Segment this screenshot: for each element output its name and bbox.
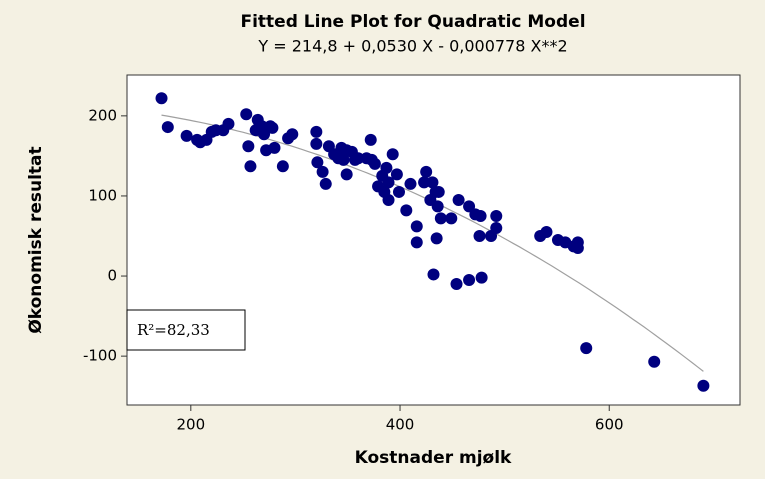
point	[420, 165, 433, 178]
x-axis-title: Kostnader mjølk	[355, 448, 512, 468]
point	[380, 161, 393, 174]
point	[404, 177, 417, 190]
point	[473, 229, 486, 242]
point	[244, 160, 257, 173]
point	[400, 204, 413, 217]
point	[340, 168, 353, 181]
annotation-box	[126, 309, 246, 351]
point	[431, 200, 444, 213]
point	[368, 157, 381, 170]
marks: 200 400 600 -100 0 100 200	[83, 92, 710, 434]
point	[490, 221, 503, 234]
x-tick-label: 200	[176, 416, 205, 434]
point	[286, 128, 299, 141]
point	[311, 156, 324, 169]
chart-title: Fitted Line Plot for Quadratic Model	[240, 12, 585, 32]
point	[434, 212, 447, 225]
point	[364, 133, 377, 146]
point	[463, 274, 476, 287]
point	[352, 152, 365, 165]
point	[390, 168, 403, 181]
point	[180, 129, 193, 142]
point	[474, 209, 487, 222]
point	[475, 271, 488, 284]
point	[418, 176, 431, 189]
point	[580, 342, 593, 355]
point	[382, 193, 395, 206]
point	[410, 220, 423, 233]
chart-subtitle: Y = 214,8 + 0,0530 X - 0,000778 X**2	[257, 37, 567, 56]
point	[427, 268, 440, 281]
point	[540, 225, 553, 238]
point	[426, 176, 439, 189]
point	[337, 153, 350, 166]
y-tick-label: -100	[83, 347, 117, 365]
point	[452, 193, 465, 206]
point	[240, 108, 253, 121]
point	[432, 185, 445, 198]
point	[242, 140, 255, 153]
point	[222, 117, 235, 130]
point	[155, 92, 168, 105]
point	[310, 137, 323, 150]
point	[310, 125, 323, 138]
x-tick-label: 600	[595, 416, 624, 434]
point	[571, 236, 584, 249]
x-tick-label: 400	[386, 416, 415, 434]
y-tick-label: 100	[88, 186, 117, 204]
point	[410, 236, 423, 249]
point	[268, 141, 281, 154]
point	[490, 209, 503, 222]
point	[266, 121, 279, 134]
point	[445, 212, 458, 225]
point	[382, 176, 395, 189]
point	[319, 177, 332, 190]
point	[697, 379, 710, 392]
point	[430, 232, 443, 245]
point	[392, 185, 405, 198]
point	[161, 121, 174, 134]
y-axis-title: Økonomisk resultat	[26, 146, 46, 333]
point	[316, 165, 329, 178]
point	[648, 355, 661, 368]
point	[386, 148, 399, 161]
point	[450, 278, 463, 291]
annotation: R²=82,33	[137, 321, 210, 339]
y-tick-label: 0	[107, 267, 117, 285]
point	[276, 160, 289, 173]
y-tick-label: 200	[88, 106, 117, 124]
